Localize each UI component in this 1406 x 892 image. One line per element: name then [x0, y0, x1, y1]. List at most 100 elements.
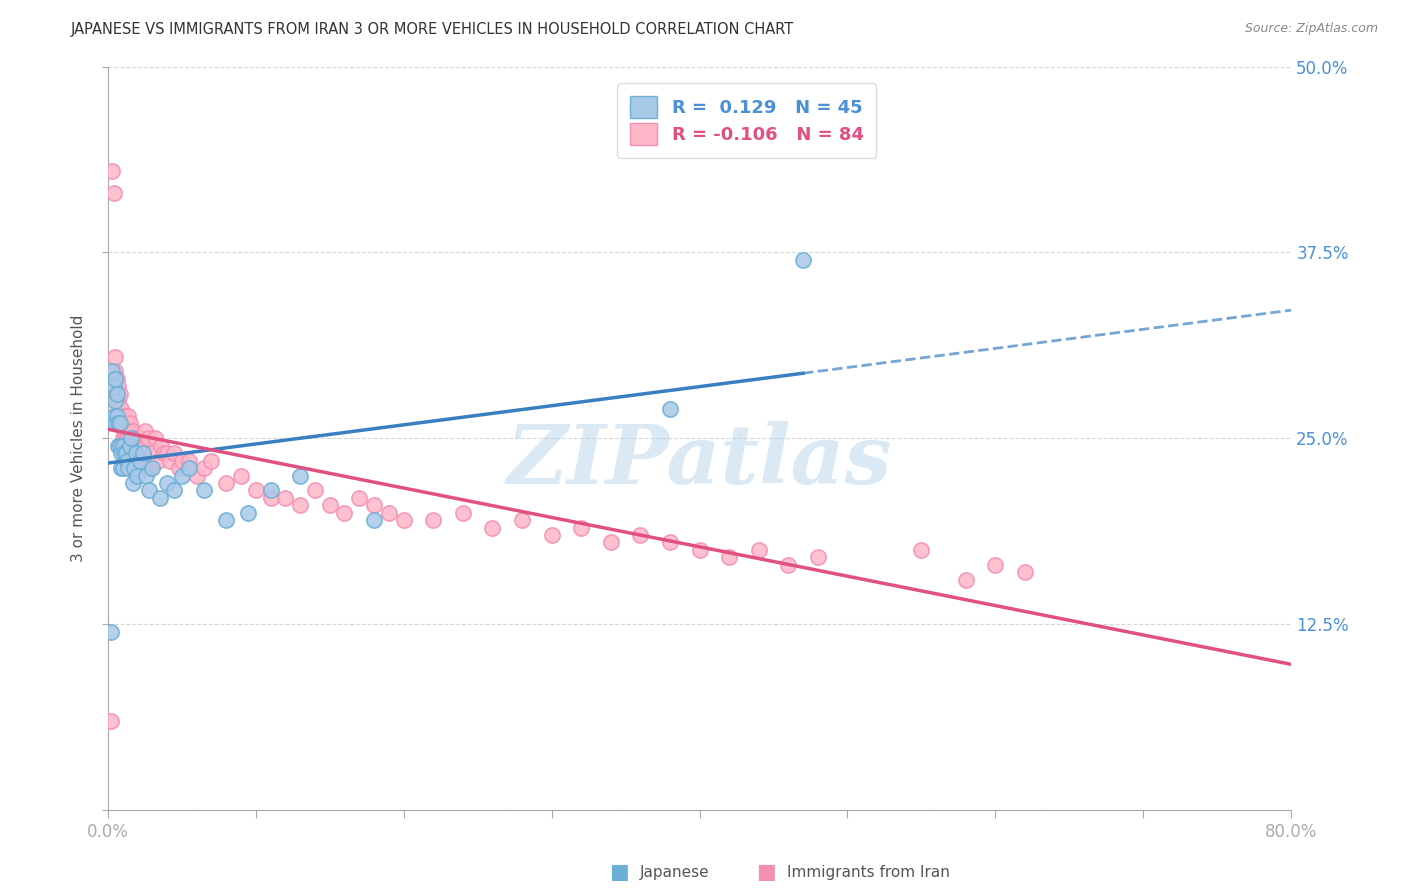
Text: Source: ZipAtlas.com: Source: ZipAtlas.com	[1244, 22, 1378, 36]
Point	[259, 483, 281, 498]
Point	[288, 468, 311, 483]
Point	[128, 439, 150, 453]
Point	[103, 186, 125, 200]
Point	[127, 468, 149, 483]
Point	[122, 424, 145, 438]
Point	[392, 513, 415, 527]
Point	[103, 409, 125, 423]
Point	[955, 573, 977, 587]
Point	[105, 386, 128, 401]
Text: ZIPatlas: ZIPatlas	[506, 421, 893, 500]
Point	[118, 424, 141, 438]
Point	[101, 163, 124, 178]
Point	[129, 453, 152, 467]
Point	[599, 535, 621, 549]
Point	[111, 431, 134, 445]
Point	[143, 431, 166, 445]
Point	[193, 483, 215, 498]
Point	[363, 498, 385, 512]
Point	[318, 498, 340, 512]
Point	[117, 431, 139, 445]
Point	[111, 439, 134, 453]
Point	[141, 446, 163, 460]
Point	[103, 379, 125, 393]
Point	[179, 461, 201, 475]
Point	[135, 468, 157, 483]
Point	[124, 461, 146, 475]
Point	[259, 491, 281, 505]
Point	[807, 550, 830, 565]
Point	[153, 446, 176, 460]
Point	[125, 446, 148, 460]
Point	[107, 417, 129, 431]
Point	[104, 394, 127, 409]
Point	[117, 461, 139, 475]
Point	[105, 386, 128, 401]
Point	[422, 513, 444, 527]
Point	[167, 461, 190, 475]
Point	[148, 491, 170, 505]
Point	[179, 453, 201, 467]
Point	[245, 483, 267, 498]
Point	[134, 424, 156, 438]
Point	[114, 446, 136, 460]
Point	[138, 461, 160, 475]
Point	[122, 475, 145, 490]
Point	[104, 364, 127, 378]
Point	[156, 475, 179, 490]
Point	[115, 417, 138, 431]
Point	[659, 401, 682, 416]
Point	[146, 453, 169, 467]
Point	[104, 417, 127, 431]
Point	[120, 431, 142, 445]
Point	[131, 439, 153, 453]
Point	[132, 446, 155, 460]
Point	[136, 431, 159, 445]
Point	[112, 409, 135, 423]
Text: ■: ■	[756, 863, 776, 882]
Text: Japanese: Japanese	[640, 865, 710, 880]
Point	[100, 624, 122, 639]
Point	[111, 417, 134, 431]
Point	[288, 498, 311, 512]
Point	[349, 491, 371, 505]
Point	[163, 483, 186, 498]
Point	[104, 350, 127, 364]
Point	[112, 424, 135, 438]
Point	[659, 535, 682, 549]
Point	[333, 506, 356, 520]
Point	[150, 439, 173, 453]
Point	[215, 475, 238, 490]
Point	[141, 461, 163, 475]
Point	[127, 431, 149, 445]
Point	[238, 506, 260, 520]
Point	[135, 439, 157, 453]
Point	[110, 417, 132, 431]
Point	[114, 417, 136, 431]
Point	[101, 364, 124, 378]
Point	[107, 379, 129, 393]
Point	[125, 439, 148, 453]
Point	[124, 431, 146, 445]
Point	[451, 506, 474, 520]
Point	[118, 439, 141, 453]
Point	[363, 513, 385, 527]
Text: ■: ■	[609, 863, 628, 882]
Point	[100, 714, 122, 728]
Text: JAPANESE VS IMMIGRANTS FROM IRAN 3 OR MORE VEHICLES IN HOUSEHOLD CORRELATION CHA: JAPANESE VS IMMIGRANTS FROM IRAN 3 OR MO…	[70, 22, 793, 37]
Point	[193, 461, 215, 475]
Point	[112, 446, 135, 460]
Point	[718, 550, 741, 565]
Point	[170, 453, 193, 467]
Point	[110, 461, 132, 475]
Point	[105, 372, 128, 386]
Point	[138, 483, 160, 498]
Point	[792, 252, 814, 267]
Point	[304, 483, 326, 498]
Point	[108, 417, 131, 431]
Point	[163, 446, 186, 460]
Point	[186, 468, 208, 483]
Point	[118, 417, 141, 431]
Point	[481, 520, 503, 534]
Point	[215, 513, 238, 527]
